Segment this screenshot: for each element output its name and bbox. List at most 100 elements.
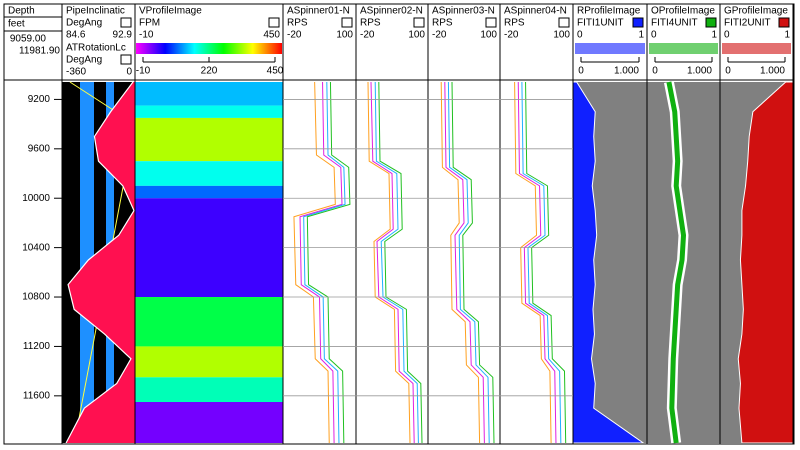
scale-min: -20 xyxy=(432,30,447,41)
scale-label: 0 xyxy=(725,66,731,77)
spinner-curve xyxy=(517,81,557,444)
colorbar xyxy=(575,43,645,54)
scale-max: 100 xyxy=(336,30,353,41)
depth-label: 10000 xyxy=(22,193,50,204)
depth-label: 10800 xyxy=(22,292,50,303)
profile-band xyxy=(135,105,283,118)
track-name: GProfileImage xyxy=(724,6,788,17)
profile-band xyxy=(135,297,283,347)
swatch xyxy=(120,54,132,65)
track-name: ATRotationLc xyxy=(66,43,126,54)
track-name: ASpinner03-N xyxy=(432,6,495,17)
profile-band xyxy=(135,185,283,199)
depth-label: 11200 xyxy=(23,341,51,352)
scale-label: 1.000 xyxy=(614,66,639,77)
spinner-curve xyxy=(374,81,419,444)
profile-band xyxy=(135,402,283,443)
depth-unit: feet xyxy=(8,19,25,30)
spinner-curve xyxy=(525,81,567,444)
track-name: ASpinner02-N xyxy=(360,6,423,17)
colorbar xyxy=(136,43,282,54)
swatch xyxy=(413,17,425,28)
depth-top: 9059.00 xyxy=(10,34,47,45)
profile-fill xyxy=(737,81,794,444)
swatch xyxy=(341,17,353,28)
scale-min: -360 xyxy=(66,67,86,78)
depth-title: Depth xyxy=(8,6,35,17)
spinner-curve xyxy=(451,81,495,444)
swatch xyxy=(268,17,280,28)
scale-max: 0 xyxy=(126,67,132,78)
track-unit: FITI2UNIT xyxy=(724,18,771,29)
scale-min: 84.6 xyxy=(66,30,86,41)
track-unit: FITI1UNIT xyxy=(577,18,624,29)
scale-max: 1 xyxy=(638,30,644,41)
spinner-curve xyxy=(299,81,343,444)
depth-label: 9200 xyxy=(28,94,51,105)
track-name: PipeInclinatic xyxy=(66,6,125,17)
track-unit: RPS xyxy=(432,18,453,29)
scale-label: 1.000 xyxy=(687,66,712,77)
profile-band xyxy=(135,198,283,298)
profile-band xyxy=(135,82,283,106)
scale-label: 1.000 xyxy=(760,66,785,77)
scale-max: 100 xyxy=(553,30,570,41)
depth-label: 10400 xyxy=(22,242,50,253)
scale-label: 220 xyxy=(201,66,218,77)
scale-min: 0 xyxy=(651,30,657,41)
scale-max: 100 xyxy=(408,30,425,41)
depth-bottom: 11981.90 xyxy=(19,46,60,57)
colorbar xyxy=(722,43,791,54)
spinner-curve xyxy=(306,81,351,444)
scale-max: 100 xyxy=(480,30,497,41)
scale-label: 0 xyxy=(652,66,658,77)
track-unit: FITI4UNIT xyxy=(651,18,698,29)
track-name: OProfileImage xyxy=(651,6,715,17)
spinner-curve xyxy=(367,81,411,444)
swatch xyxy=(485,17,497,28)
scale-max: 92.9 xyxy=(113,30,133,41)
track-unit: RPS xyxy=(504,18,525,29)
scale-min: -20 xyxy=(360,30,375,41)
spinner-curve xyxy=(378,81,423,444)
spinner-curve xyxy=(447,81,490,444)
swatch xyxy=(705,17,717,28)
scale-min: -10 xyxy=(139,30,154,41)
depth-label: 9600 xyxy=(28,143,51,154)
profile-line xyxy=(666,81,687,444)
spinner-curve xyxy=(440,81,481,444)
spinner-curve xyxy=(370,81,415,444)
spinner-curve xyxy=(521,81,562,444)
scale-max: 450 xyxy=(263,30,280,41)
scale-max: 1 xyxy=(784,30,790,41)
profile-band xyxy=(135,346,283,378)
scale-label: 450 xyxy=(267,66,284,77)
profile-band xyxy=(135,117,283,162)
depth-label: 11600 xyxy=(23,390,51,401)
spinner-curve xyxy=(444,81,485,444)
profile-band xyxy=(135,377,283,403)
swatch xyxy=(778,17,790,28)
track-name: ASpinner04-N xyxy=(504,6,567,17)
swatch xyxy=(632,17,644,28)
track-unit: DegAng xyxy=(66,18,102,29)
track-name: ASpinner01-N xyxy=(287,6,350,17)
profile-band xyxy=(135,161,283,186)
track-unit: FPM xyxy=(139,18,160,29)
track-name: VProfileImage xyxy=(139,6,202,17)
track-unit: DegAng xyxy=(66,55,102,66)
scale-max: 1 xyxy=(711,30,717,41)
swatch xyxy=(120,17,132,28)
spinner-curve xyxy=(514,81,552,444)
spinner-curve xyxy=(293,81,336,444)
scale-label: 0 xyxy=(578,66,584,77)
track-unit: RPS xyxy=(360,18,381,29)
scale-min: -20 xyxy=(504,30,519,41)
profile-fill xyxy=(572,81,645,444)
scale-min: 0 xyxy=(724,30,730,41)
rotation-fill xyxy=(66,82,135,443)
scale-min: -20 xyxy=(287,30,302,41)
swatch xyxy=(558,17,570,28)
scale-label: -10 xyxy=(136,66,151,77)
